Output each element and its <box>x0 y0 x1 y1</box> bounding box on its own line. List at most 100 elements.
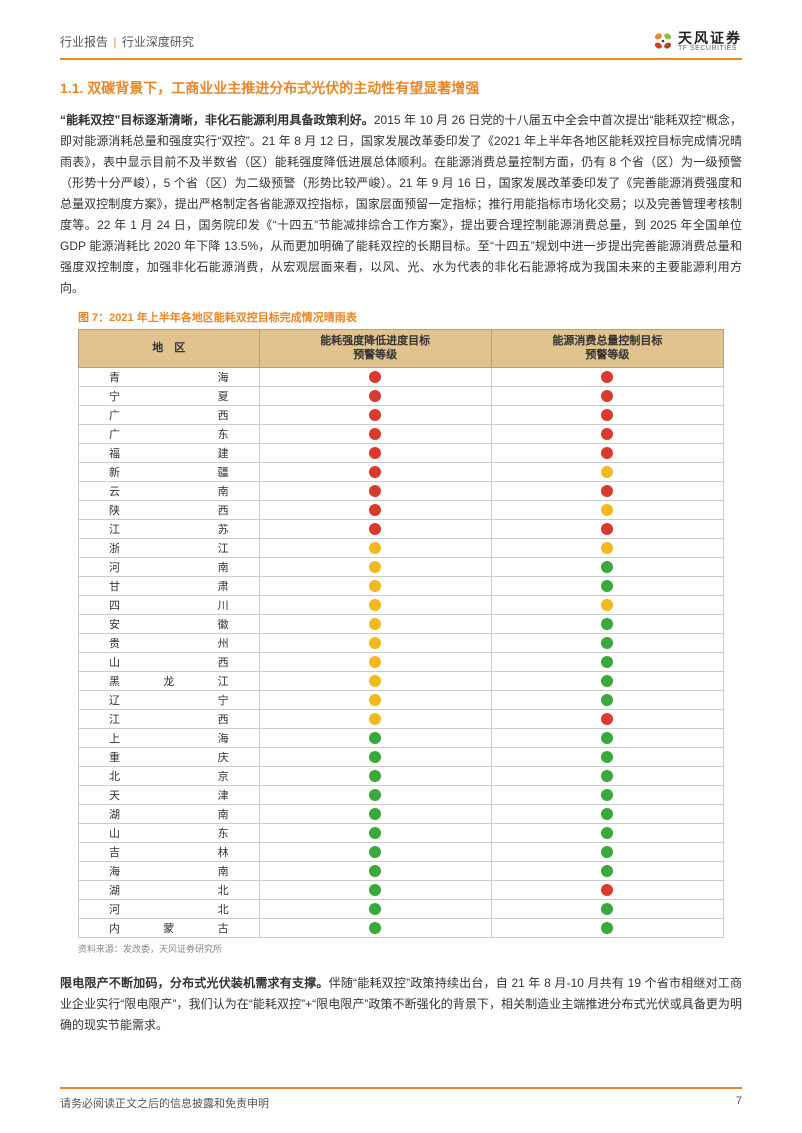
table-row: 安 徽 <box>79 614 724 633</box>
yellow-dot-icon <box>369 713 381 725</box>
green-dot-icon <box>369 922 381 934</box>
status-cell <box>259 823 491 842</box>
status-cell <box>259 443 491 462</box>
status-cell <box>259 519 491 538</box>
region-cell: 山 东 <box>79 823 260 842</box>
region-cell: 广 西 <box>79 405 260 424</box>
status-cell <box>491 443 723 462</box>
footer-disclaimer: 请务必阅读正文之后的信息披露和免责申明 <box>60 1095 269 1111</box>
red-dot-icon <box>601 713 613 725</box>
region-cell: 天 津 <box>79 785 260 804</box>
green-dot-icon <box>369 903 381 915</box>
green-dot-icon <box>601 903 613 915</box>
status-cell <box>491 538 723 557</box>
green-dot-icon <box>369 827 381 839</box>
green-dot-icon <box>369 808 381 820</box>
table-row: 四 川 <box>79 595 724 614</box>
red-dot-icon <box>601 485 613 497</box>
energy-table: 地 区 能耗强度降低进度目标 预警等级 能源消费总量控制目标 预警等级 青 海宁… <box>78 329 724 938</box>
table-row: 山 东 <box>79 823 724 842</box>
table-row: 河 南 <box>79 557 724 576</box>
green-dot-icon <box>601 865 613 877</box>
status-cell <box>259 386 491 405</box>
status-cell <box>259 918 491 937</box>
table-row: 青 海 <box>79 367 724 386</box>
region-cell: 浙 江 <box>79 538 260 557</box>
status-cell <box>259 899 491 918</box>
col-header-total: 能源消费总量控制目标 预警等级 <box>491 330 723 368</box>
status-cell <box>491 519 723 538</box>
paragraph-2: 限电限产不断加码，分布式光伏装机需求有支撑。伴随“能耗双控”政策持续出台，自 2… <box>60 973 742 1036</box>
status-cell <box>259 614 491 633</box>
table-row: 辽 宁 <box>79 690 724 709</box>
para1-body: 2015 年 10 月 26 日党的十八届五中全会中首次提出“能耗双控”概念，即… <box>60 113 742 295</box>
status-cell <box>491 880 723 899</box>
green-dot-icon <box>601 580 613 592</box>
status-cell <box>259 557 491 576</box>
green-dot-icon <box>601 770 613 782</box>
red-dot-icon <box>369 523 381 535</box>
green-dot-icon <box>601 637 613 649</box>
table-row: 山 西 <box>79 652 724 671</box>
status-cell <box>491 804 723 823</box>
green-dot-icon <box>369 865 381 877</box>
red-dot-icon <box>369 485 381 497</box>
region-cell: 青 海 <box>79 367 260 386</box>
red-dot-icon <box>369 447 381 459</box>
logo-icon <box>652 30 674 52</box>
region-cell: 江 苏 <box>79 519 260 538</box>
red-dot-icon <box>601 523 613 535</box>
status-cell <box>491 386 723 405</box>
yellow-dot-icon <box>601 504 613 516</box>
status-cell <box>259 842 491 861</box>
red-dot-icon <box>601 409 613 421</box>
region-cell: 北 京 <box>79 766 260 785</box>
region-cell: 云 南 <box>79 481 260 500</box>
yellow-dot-icon <box>369 656 381 668</box>
yellow-dot-icon <box>369 618 381 630</box>
green-dot-icon <box>369 846 381 858</box>
region-cell: 安 徽 <box>79 614 260 633</box>
status-cell <box>491 690 723 709</box>
region-cell: 贵 州 <box>79 633 260 652</box>
status-cell <box>491 405 723 424</box>
table-row: 广 西 <box>79 405 724 424</box>
status-cell <box>491 652 723 671</box>
status-cell <box>259 576 491 595</box>
table-row: 河 北 <box>79 899 724 918</box>
breadcrumb: 行业报告 | 行业深度研究 <box>60 33 194 50</box>
yellow-dot-icon <box>369 542 381 554</box>
yellow-dot-icon <box>601 466 613 478</box>
table-row: 吉 林 <box>79 842 724 861</box>
para2-lead: 限电限产不断加码，分布式光伏装机需求有支撑。 <box>60 976 329 990</box>
breadcrumb-subcategory: 行业深度研究 <box>122 35 194 49</box>
green-dot-icon <box>601 827 613 839</box>
figure-caption: 图 7：2021 年上半年各地区能耗双控目标完成情况晴雨表 <box>78 309 742 325</box>
status-cell <box>491 918 723 937</box>
yellow-dot-icon <box>601 542 613 554</box>
region-cell: 宁 夏 <box>79 386 260 405</box>
status-cell <box>259 785 491 804</box>
status-cell <box>259 481 491 500</box>
table-row: 黑龙江 <box>79 671 724 690</box>
status-cell <box>259 804 491 823</box>
table-row: 云 南 <box>79 481 724 500</box>
red-dot-icon <box>369 371 381 383</box>
yellow-dot-icon <box>369 561 381 573</box>
green-dot-icon <box>601 675 613 687</box>
table-row: 湖 南 <box>79 804 724 823</box>
status-cell <box>491 728 723 747</box>
status-cell <box>491 557 723 576</box>
table-row: 天 津 <box>79 785 724 804</box>
col-header-region: 地 区 <box>79 330 260 368</box>
company-logo: 天风证券 TF SECURITIES <box>652 30 742 52</box>
yellow-dot-icon <box>369 675 381 687</box>
table-row: 江 苏 <box>79 519 724 538</box>
breadcrumb-separator: | <box>113 35 116 49</box>
status-cell <box>259 880 491 899</box>
green-dot-icon <box>369 732 381 744</box>
status-cell <box>491 462 723 481</box>
region-cell: 湖 南 <box>79 804 260 823</box>
region-cell: 重 庆 <box>79 747 260 766</box>
status-cell <box>491 595 723 614</box>
